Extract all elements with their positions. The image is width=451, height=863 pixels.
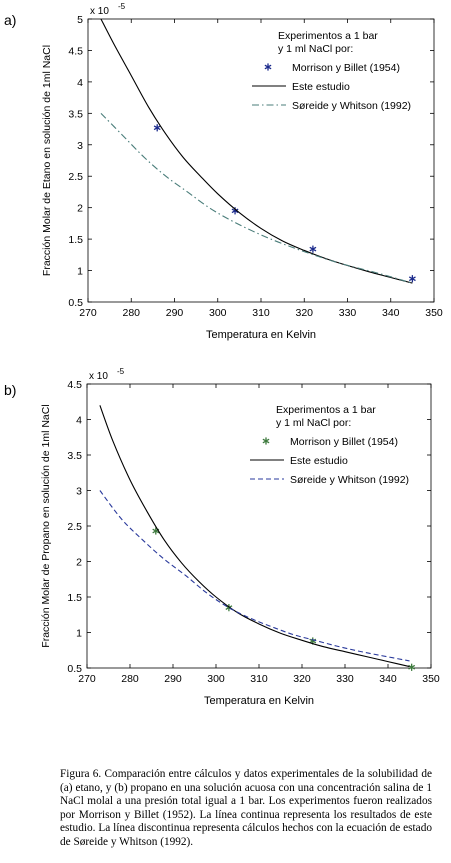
legend-marker-morrison-billet (264, 63, 272, 71)
x-tick-label: 310 (252, 307, 270, 319)
y-axis-label: Fracción Molar de Propano en solución de… (40, 404, 52, 647)
x-axis-label: Temperatura en Kelvin (204, 695, 314, 707)
legend-label: Søreide y Whitson (1992) (290, 474, 409, 486)
legend-title-line-1: Experimentos a 1 bar (276, 404, 376, 416)
y-tick-label: 3.5 (67, 450, 82, 462)
x-tick-label: 270 (79, 307, 97, 319)
x-tick-label: 340 (382, 307, 400, 319)
data-point (231, 207, 239, 215)
y-tick-label: 1 (76, 628, 82, 640)
y-tick-label: 2.5 (68, 171, 83, 183)
figure-caption: Figura 6. Comparación entre cálculos y d… (60, 768, 432, 848)
x-tick-label: 350 (425, 307, 443, 319)
plot-frame (86, 383, 432, 669)
x-tick-label: 350 (422, 673, 440, 685)
chart-propane: 270 280 290 300 310 320 330 340 350 0.5 1 1.5 2 2.5 3 3… (40, 367, 440, 707)
y-tick-label: 5 (77, 14, 83, 26)
data-point (153, 124, 161, 132)
y-tick-label: 3 (76, 486, 82, 498)
series-line-este-estudio (100, 19, 413, 284)
legend-label: Este estudio (292, 81, 350, 93)
x-tick-label: 270 (78, 673, 96, 685)
legend-label: Morrison y Billet (1954) (292, 62, 400, 74)
x-tick-label: 280 (122, 307, 140, 319)
panel-b-label: b) (4, 382, 17, 398)
legend-label: Søreide y Whitson (1992) (292, 100, 411, 112)
y-tick-label: 0.5 (67, 663, 82, 675)
series-line-soreide-whitson (99, 490, 410, 662)
y-multiplier-label: x 10 (89, 371, 108, 382)
x-tick-label: 330 (339, 307, 357, 319)
x-tick-label: 320 (293, 673, 311, 685)
y-tick-label: 4.5 (67, 379, 82, 391)
panel-a-label: a) (4, 12, 17, 28)
y-tick-label: 4.5 (68, 45, 83, 57)
data-point (309, 245, 317, 253)
x-tick-label: 290 (164, 673, 182, 685)
x-tick-label: 300 (207, 673, 225, 685)
y-tick-label: 1.5 (68, 234, 83, 246)
x-tick-label: 340 (379, 673, 397, 685)
legend-label: Morrison y Billet (1954) (290, 436, 398, 448)
y-multiplier-label: x 10 (90, 6, 109, 17)
x-axis-label: Temperatura en Kelvin (206, 329, 316, 341)
y-tick-label: 3 (77, 140, 83, 152)
x-tick-label: 330 (336, 673, 354, 685)
x-tick-label: 300 (209, 307, 227, 319)
legend-title-line-2: y 1 ml NaCl por: (276, 417, 351, 429)
y-tick-label: 4 (77, 77, 83, 89)
y-axis-label: Fracción Molar de Etano en solución de 1… (41, 45, 53, 276)
y-tick-label: 1.5 (67, 592, 82, 604)
y-exponent-label: -5 (117, 367, 125, 376)
x-tick-label: 290 (166, 307, 184, 319)
legend-title-line-1: Experimentos a 1 bar (278, 30, 378, 42)
x-tick-label: 310 (250, 673, 268, 685)
series-line-soreide-whitson (100, 112, 413, 284)
chart-ethane: 270 280 290 300 310 320 330 340 350 0.5 1 1.5 2 2.5 3 3… (41, 2, 443, 341)
data-point (408, 663, 416, 671)
legend-label: Este estudio (290, 455, 348, 467)
y-tick-label: 1 (77, 266, 83, 278)
x-tick-label: 280 (121, 673, 139, 685)
data-point (408, 275, 416, 283)
x-tick-label: 320 (295, 307, 313, 319)
y-tick-label: 2 (77, 203, 83, 215)
y-tick-label: 2 (76, 557, 82, 569)
y-tick-label: 0.5 (68, 297, 83, 309)
legend-marker-morrison-billet (262, 437, 270, 445)
y-tick-label: 4 (76, 415, 82, 427)
y-tick-label: 3.5 (68, 108, 83, 120)
y-tick-label: 2.5 (67, 521, 82, 533)
y-exponent-label: -5 (118, 2, 126, 11)
legend-title-line-2: y 1 ml NaCl por: (278, 43, 353, 55)
